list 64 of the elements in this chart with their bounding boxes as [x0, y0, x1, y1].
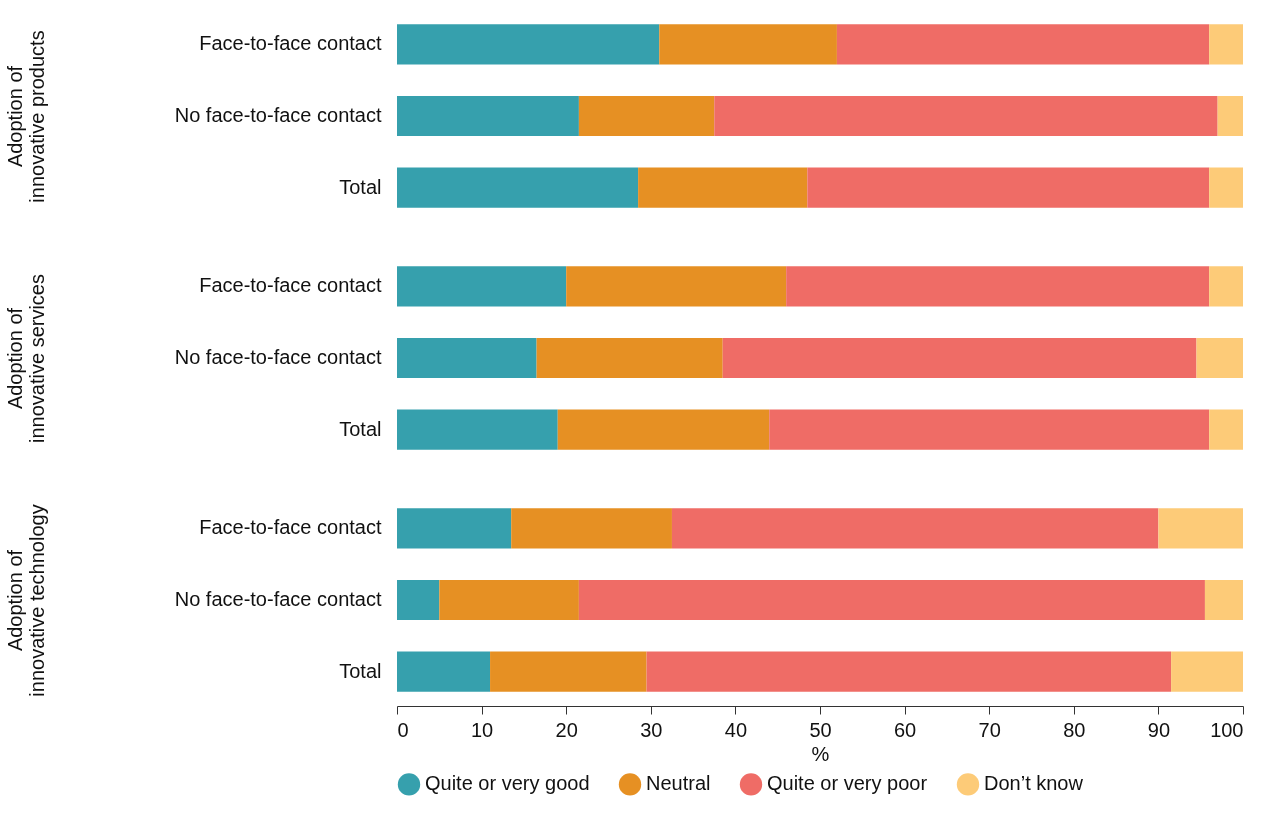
- legend-label: Quite or very poor: [767, 772, 928, 795]
- bar: [671, 508, 1159, 549]
- y-tick-label: Face-to-face contact: [199, 516, 382, 539]
- bar: [490, 651, 647, 692]
- bar: [578, 579, 1205, 621]
- y-tick-label: Total: [339, 175, 382, 198]
- y-axis-title: Adoption of innovative technology: [3, 504, 48, 697]
- bar: [1171, 651, 1243, 692]
- bar: [397, 95, 579, 137]
- bar: [397, 24, 660, 65]
- y-axis-title: Adoption of innovative products: [3, 30, 48, 203]
- y-axis-title: Adoption of innovative services: [3, 274, 48, 443]
- bar: [769, 409, 1210, 450]
- bar: [659, 24, 837, 65]
- bar: [722, 337, 1197, 379]
- x-tick-label: 40: [724, 718, 748, 741]
- bar: [1209, 167, 1243, 208]
- y-tick-label: Face-to-face contact: [199, 32, 382, 55]
- bar: [397, 337, 537, 379]
- bar: [1217, 95, 1243, 137]
- y-tick-label: Total: [339, 659, 382, 682]
- bar: [646, 651, 1172, 692]
- bar: [1209, 266, 1243, 307]
- y-tick-label: Face-to-face contact: [199, 274, 382, 297]
- bar: [397, 508, 512, 549]
- x-tick-label: 60: [893, 718, 917, 741]
- bar: [439, 579, 579, 621]
- x-tick-label: 80: [1063, 718, 1086, 741]
- bar: [397, 409, 558, 450]
- bar: [397, 651, 491, 692]
- bar: [511, 508, 672, 549]
- y-tick-label: No face-to-face contact: [174, 588, 382, 610]
- bar: [1209, 24, 1243, 65]
- bar: [714, 95, 1218, 137]
- x-tick-label: 20: [555, 718, 578, 741]
- x-tick-label: 90: [1147, 718, 1171, 741]
- legend-label: Quite or very good: [425, 772, 590, 795]
- x-tick-label: 100: [1210, 718, 1244, 741]
- bar: [638, 167, 808, 208]
- bar: [557, 409, 770, 450]
- y-tick-label: No face-to-face contact: [174, 346, 382, 368]
- bar: [1209, 409, 1243, 450]
- bar: [1158, 508, 1243, 549]
- x-tick-label: 70: [978, 718, 1001, 741]
- y-tick-label: Total: [339, 417, 382, 440]
- y-tick-label: No face-to-face contact: [174, 104, 382, 126]
- legend-label: Neutral: [646, 772, 711, 795]
- bar: [836, 24, 1210, 65]
- x-tick-label: 50: [809, 718, 832, 741]
- x-tick-label: 10: [470, 718, 494, 741]
- x-tick-label: 0: [397, 718, 409, 741]
- bar: [536, 337, 723, 379]
- bar: [566, 266, 787, 307]
- bar: [807, 167, 1210, 208]
- x-axis-title: %: [811, 742, 830, 765]
- legend-label: Don’t know: [984, 772, 1084, 795]
- x-tick-label: 30: [640, 718, 663, 741]
- bar: [578, 95, 715, 137]
- bar: [1204, 579, 1243, 621]
- bar: [397, 167, 639, 208]
- bar: [1196, 337, 1243, 379]
- bar: [397, 579, 440, 621]
- bar: [397, 266, 567, 307]
- bar: [786, 266, 1210, 307]
